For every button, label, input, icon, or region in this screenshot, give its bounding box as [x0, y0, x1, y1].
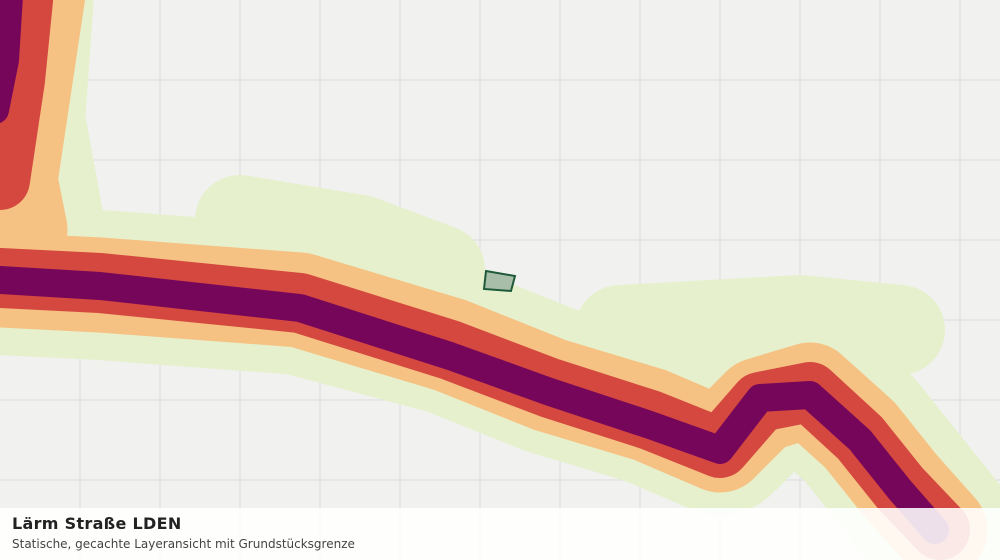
layer-subtitle: Statische, gecachte Layeransicht mit Gru… — [12, 537, 355, 551]
layer-title: Lärm Straße LDEN — [12, 514, 182, 533]
parcel-boundary[interactable] — [482, 269, 517, 293]
caption-panel: Lärm Straße LDEN Statische, gecachte Lay… — [0, 508, 1000, 560]
